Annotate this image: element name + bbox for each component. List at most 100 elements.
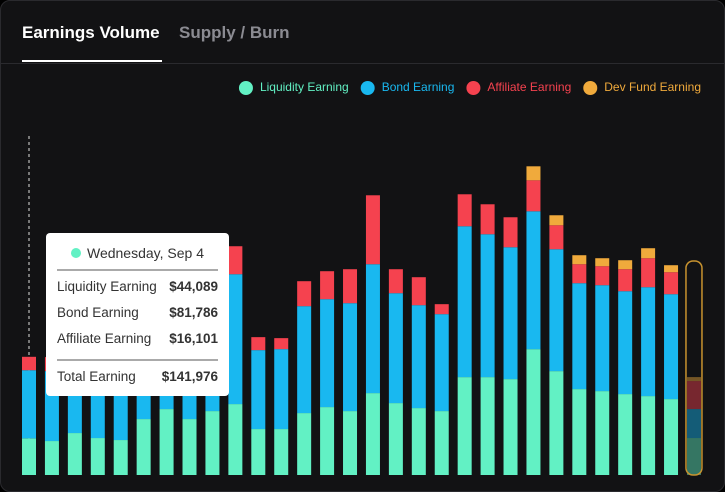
bar-segment <box>434 314 449 412</box>
bar-segment <box>297 413 312 475</box>
tooltip-title: Wednesday, Sep 4 <box>86 245 204 261</box>
bar-segment <box>595 258 610 267</box>
bar-segment <box>388 403 403 475</box>
bar-segment <box>457 194 472 227</box>
bar-segment <box>664 272 679 295</box>
bar-segment <box>113 440 128 475</box>
bar-segment <box>549 225 564 250</box>
bar-segment <box>572 264 587 284</box>
tab-underline <box>22 60 162 62</box>
bar-segment <box>572 255 587 265</box>
bar-segment <box>365 195 380 265</box>
bar-segment <box>388 293 403 404</box>
tooltip-dot <box>70 248 81 258</box>
bar-segment <box>67 433 82 475</box>
bar-segment <box>618 269 633 292</box>
tooltip-value: $81,786 <box>169 305 218 320</box>
bar-segment <box>641 258 656 288</box>
bar-segment <box>251 337 266 351</box>
bar-segment <box>526 211 541 350</box>
tooltip-value: $16,101 <box>169 331 218 346</box>
bar-segment <box>664 265 679 273</box>
tab[interactable]: Supply / Burn <box>179 23 290 42</box>
bar-segment <box>641 287 656 397</box>
bar-segment <box>480 377 495 475</box>
bar-segment <box>343 269 358 304</box>
bar-segment <box>274 429 289 475</box>
bar-segment <box>595 391 610 475</box>
bar-segment <box>251 350 266 430</box>
bar-segment <box>22 438 36 475</box>
bar-segment <box>343 411 358 475</box>
bar-segment <box>618 260 633 270</box>
bar-segment <box>113 385 128 441</box>
bar-segment <box>686 381 701 410</box>
legend-swatch <box>360 81 375 95</box>
bar-segment <box>664 399 679 475</box>
bar-segment <box>503 247 518 380</box>
tooltip-label: Liquidity Earning <box>57 279 157 294</box>
legend-label: Dev Fund Earning <box>604 80 701 94</box>
bar-segment <box>136 419 151 475</box>
bar-segment <box>686 409 701 439</box>
bar-segment <box>549 215 564 226</box>
bar-segment <box>228 274 243 405</box>
bar-segment <box>434 411 449 475</box>
bar-segment <box>457 377 472 475</box>
tooltip-value: $44,089 <box>169 279 218 294</box>
legend-swatch <box>583 81 598 95</box>
bar-segment <box>618 291 633 395</box>
bar-segment <box>503 379 518 475</box>
bar-segment <box>526 349 541 475</box>
bar-segment <box>44 441 59 475</box>
legend-label: Affiliate Earning <box>487 80 571 94</box>
bar-segment <box>182 419 197 475</box>
bar-segment <box>22 356 36 371</box>
tooltip: Wednesday, Sep 4 Liquidity Earning $44,08… <box>46 233 229 396</box>
bar-segment <box>641 248 656 259</box>
bar-segment <box>618 394 633 475</box>
bar-segment <box>686 438 701 475</box>
bar-segment <box>641 396 656 475</box>
legend-swatch <box>238 81 253 95</box>
bar-segment <box>526 180 541 212</box>
bar-segment <box>22 370 36 439</box>
bar-segment <box>320 271 335 300</box>
bar-segment <box>274 338 289 350</box>
bar-segment <box>320 407 335 475</box>
bar-segment <box>480 204 495 235</box>
bar-segment <box>388 269 403 294</box>
bar-segment <box>365 393 380 475</box>
bar-segment <box>90 438 105 475</box>
bar-segment <box>159 409 174 475</box>
bar-segment <box>457 226 472 378</box>
bar-segment <box>274 349 289 430</box>
bar-segment <box>503 217 518 248</box>
bar-segment <box>297 281 312 307</box>
bar-segment <box>411 277 426 306</box>
tab[interactable]: Earnings Volume <box>22 23 160 42</box>
tooltip-label: Total Earning <box>57 369 136 384</box>
bar-segment <box>411 408 426 475</box>
bar-segment <box>251 429 266 475</box>
bar-segment <box>686 377 701 382</box>
bar-segment <box>526 166 541 181</box>
bar-segment <box>343 303 358 412</box>
bar-segment <box>572 283 587 390</box>
bar-segment <box>434 304 449 315</box>
bar-segment <box>595 285 610 392</box>
tooltip-label: Bond Earning <box>57 305 139 320</box>
legend-label: Liquidity Earning <box>260 80 349 94</box>
tooltip-label: Affiliate Earning <box>57 331 152 346</box>
bar-segment <box>411 305 426 409</box>
legend-label: Bond Earning <box>382 80 455 94</box>
bar-segment <box>228 404 243 475</box>
bar-segment <box>549 371 564 475</box>
legend-swatch <box>466 81 481 95</box>
tooltip-value: $141,976 <box>161 369 218 384</box>
bar-outline <box>685 260 703 476</box>
bar-segment <box>205 411 220 475</box>
bar-segment <box>320 299 335 408</box>
